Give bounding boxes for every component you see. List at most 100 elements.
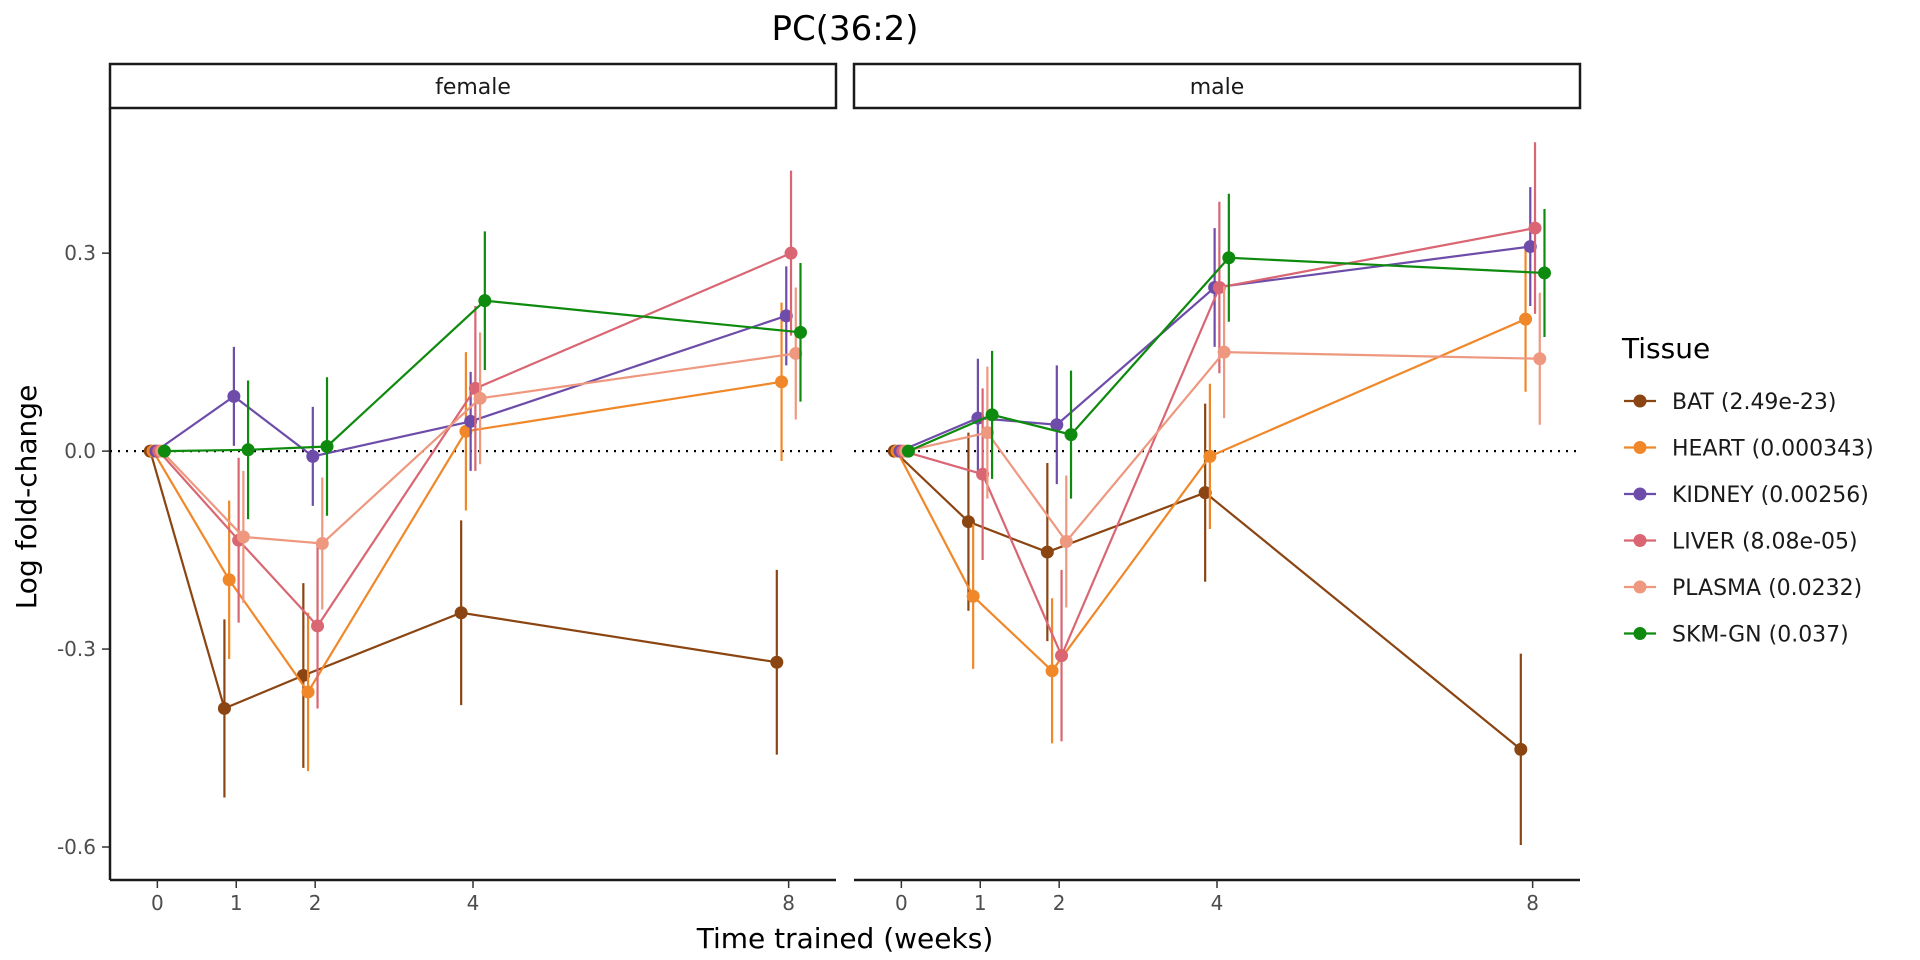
series-heart [146,302,789,772]
y-tick-label: 0.3 [64,241,96,265]
data-point [976,467,990,481]
data-point [770,655,784,669]
series-kidney [893,187,1537,485]
chart-title: PC(36:2) [771,9,918,49]
series-skm-gn [901,193,1551,499]
strip [108,62,838,110]
y-tick-label: -0.3 [57,637,96,661]
data-point [1523,240,1537,254]
y-axis-title: Log fold-change [10,385,43,610]
legend-title: Tissue [1621,332,1710,365]
strip-label-male: male [1190,75,1245,100]
data-point [1203,449,1217,463]
data-point [1212,280,1226,294]
data-point [473,391,487,405]
legend-key-point [1633,394,1647,408]
legend-key-point [1633,441,1647,454]
strip [852,62,1582,110]
legend-key-point [1633,487,1647,501]
x-tick-label: 0 [151,891,164,915]
legend-label: PLASMA (0.0232) [1672,576,1862,601]
series-plasma [899,286,1547,608]
data-point [775,375,789,389]
data-point [784,246,798,260]
strip-label-female: female [435,75,511,100]
legend: Tissue BAT (2.49e-23) HEART (0.000343) KID… [1621,332,1874,648]
legend-item: HEART (0.000343) [1624,437,1874,462]
x-tick-label: 8 [782,891,795,915]
data-point [320,439,334,453]
data-point [1055,649,1069,663]
panel-male: male 0 1 2 4 8 [852,62,1582,915]
series-skm-gn [157,231,807,520]
data-point [961,515,975,529]
data-point [454,606,468,620]
data-point [468,381,482,395]
data-point [1217,345,1231,359]
data-point [478,294,492,308]
legend-item: SKM-GN (0.037) [1624,623,1849,648]
y-axis: 0.3 0.0 -0.3 -0.6 [57,241,110,859]
data-point [1222,251,1236,265]
panels: 0.3 0.0 -0.3 -0.6 female 0 1 2 4 8 male 0 1 2 4 8 [57,62,1582,915]
x-tick-label: 2 [309,891,322,915]
legend-item: BAT (2.49e-23) [1624,390,1836,415]
legend-item: PLASMA (0.0232) [1624,576,1862,601]
data-point [459,424,473,438]
data-point [1514,742,1528,756]
panel-female: female 0 1 2 4 8 [108,62,838,915]
legend-key-point [1633,534,1647,547]
x-tick-label: 4 [467,891,480,915]
data-point [311,619,325,633]
data-point [1045,664,1059,678]
data-point [315,536,329,550]
data-point [980,426,994,440]
data-point [464,414,478,428]
data-point [1533,352,1547,366]
data-point [222,573,236,587]
data-point [966,589,980,603]
legend-label: BAT (2.49e-23) [1672,390,1836,415]
data-point [901,444,915,458]
series-plasma [155,287,803,610]
y-tick-label: -0.6 [57,835,96,859]
data-point [779,309,793,323]
legend-label: LIVER (8.08e-05) [1672,530,1858,555]
data-point [236,530,250,544]
x-axis-title: Time trained (weeks) [696,922,994,955]
data-point [241,443,255,457]
x-tick-label: 0 [895,891,908,915]
data-point [793,325,807,339]
data-point [306,449,320,463]
data-point [1064,428,1078,442]
data-point [157,444,171,458]
data-point [1519,312,1533,326]
legend-key-point [1633,627,1647,640]
x-tick-label: 4 [1211,891,1224,915]
legend-item: LIVER (8.08e-05) [1624,530,1858,555]
x-tick-label: 2 [1053,891,1066,915]
x-tick-label: 8 [1526,891,1539,915]
data-point [1198,486,1212,500]
data-point [301,685,315,699]
x-tick-label: 1 [230,891,243,915]
data-point [1050,418,1064,432]
x-tick-label: 1 [974,891,987,915]
data-point [1537,266,1551,280]
data-point [789,346,803,360]
data-point [1040,545,1054,559]
legend-item: KIDNEY (0.00256) [1624,483,1869,508]
series-bat [143,444,784,798]
data-point [1528,221,1542,235]
legend-label: SKM-GN (0.037) [1672,623,1849,648]
series-liver [896,142,1542,742]
series-heart [890,246,1533,744]
y-tick-label: 0.0 [64,439,96,463]
data-point [985,408,999,422]
data-point [217,701,231,715]
legend-key-point [1633,580,1647,594]
legend-label: KIDNEY (0.00256) [1672,483,1869,508]
legend-label: HEART (0.000343) [1672,437,1874,462]
data-point [1059,535,1073,549]
